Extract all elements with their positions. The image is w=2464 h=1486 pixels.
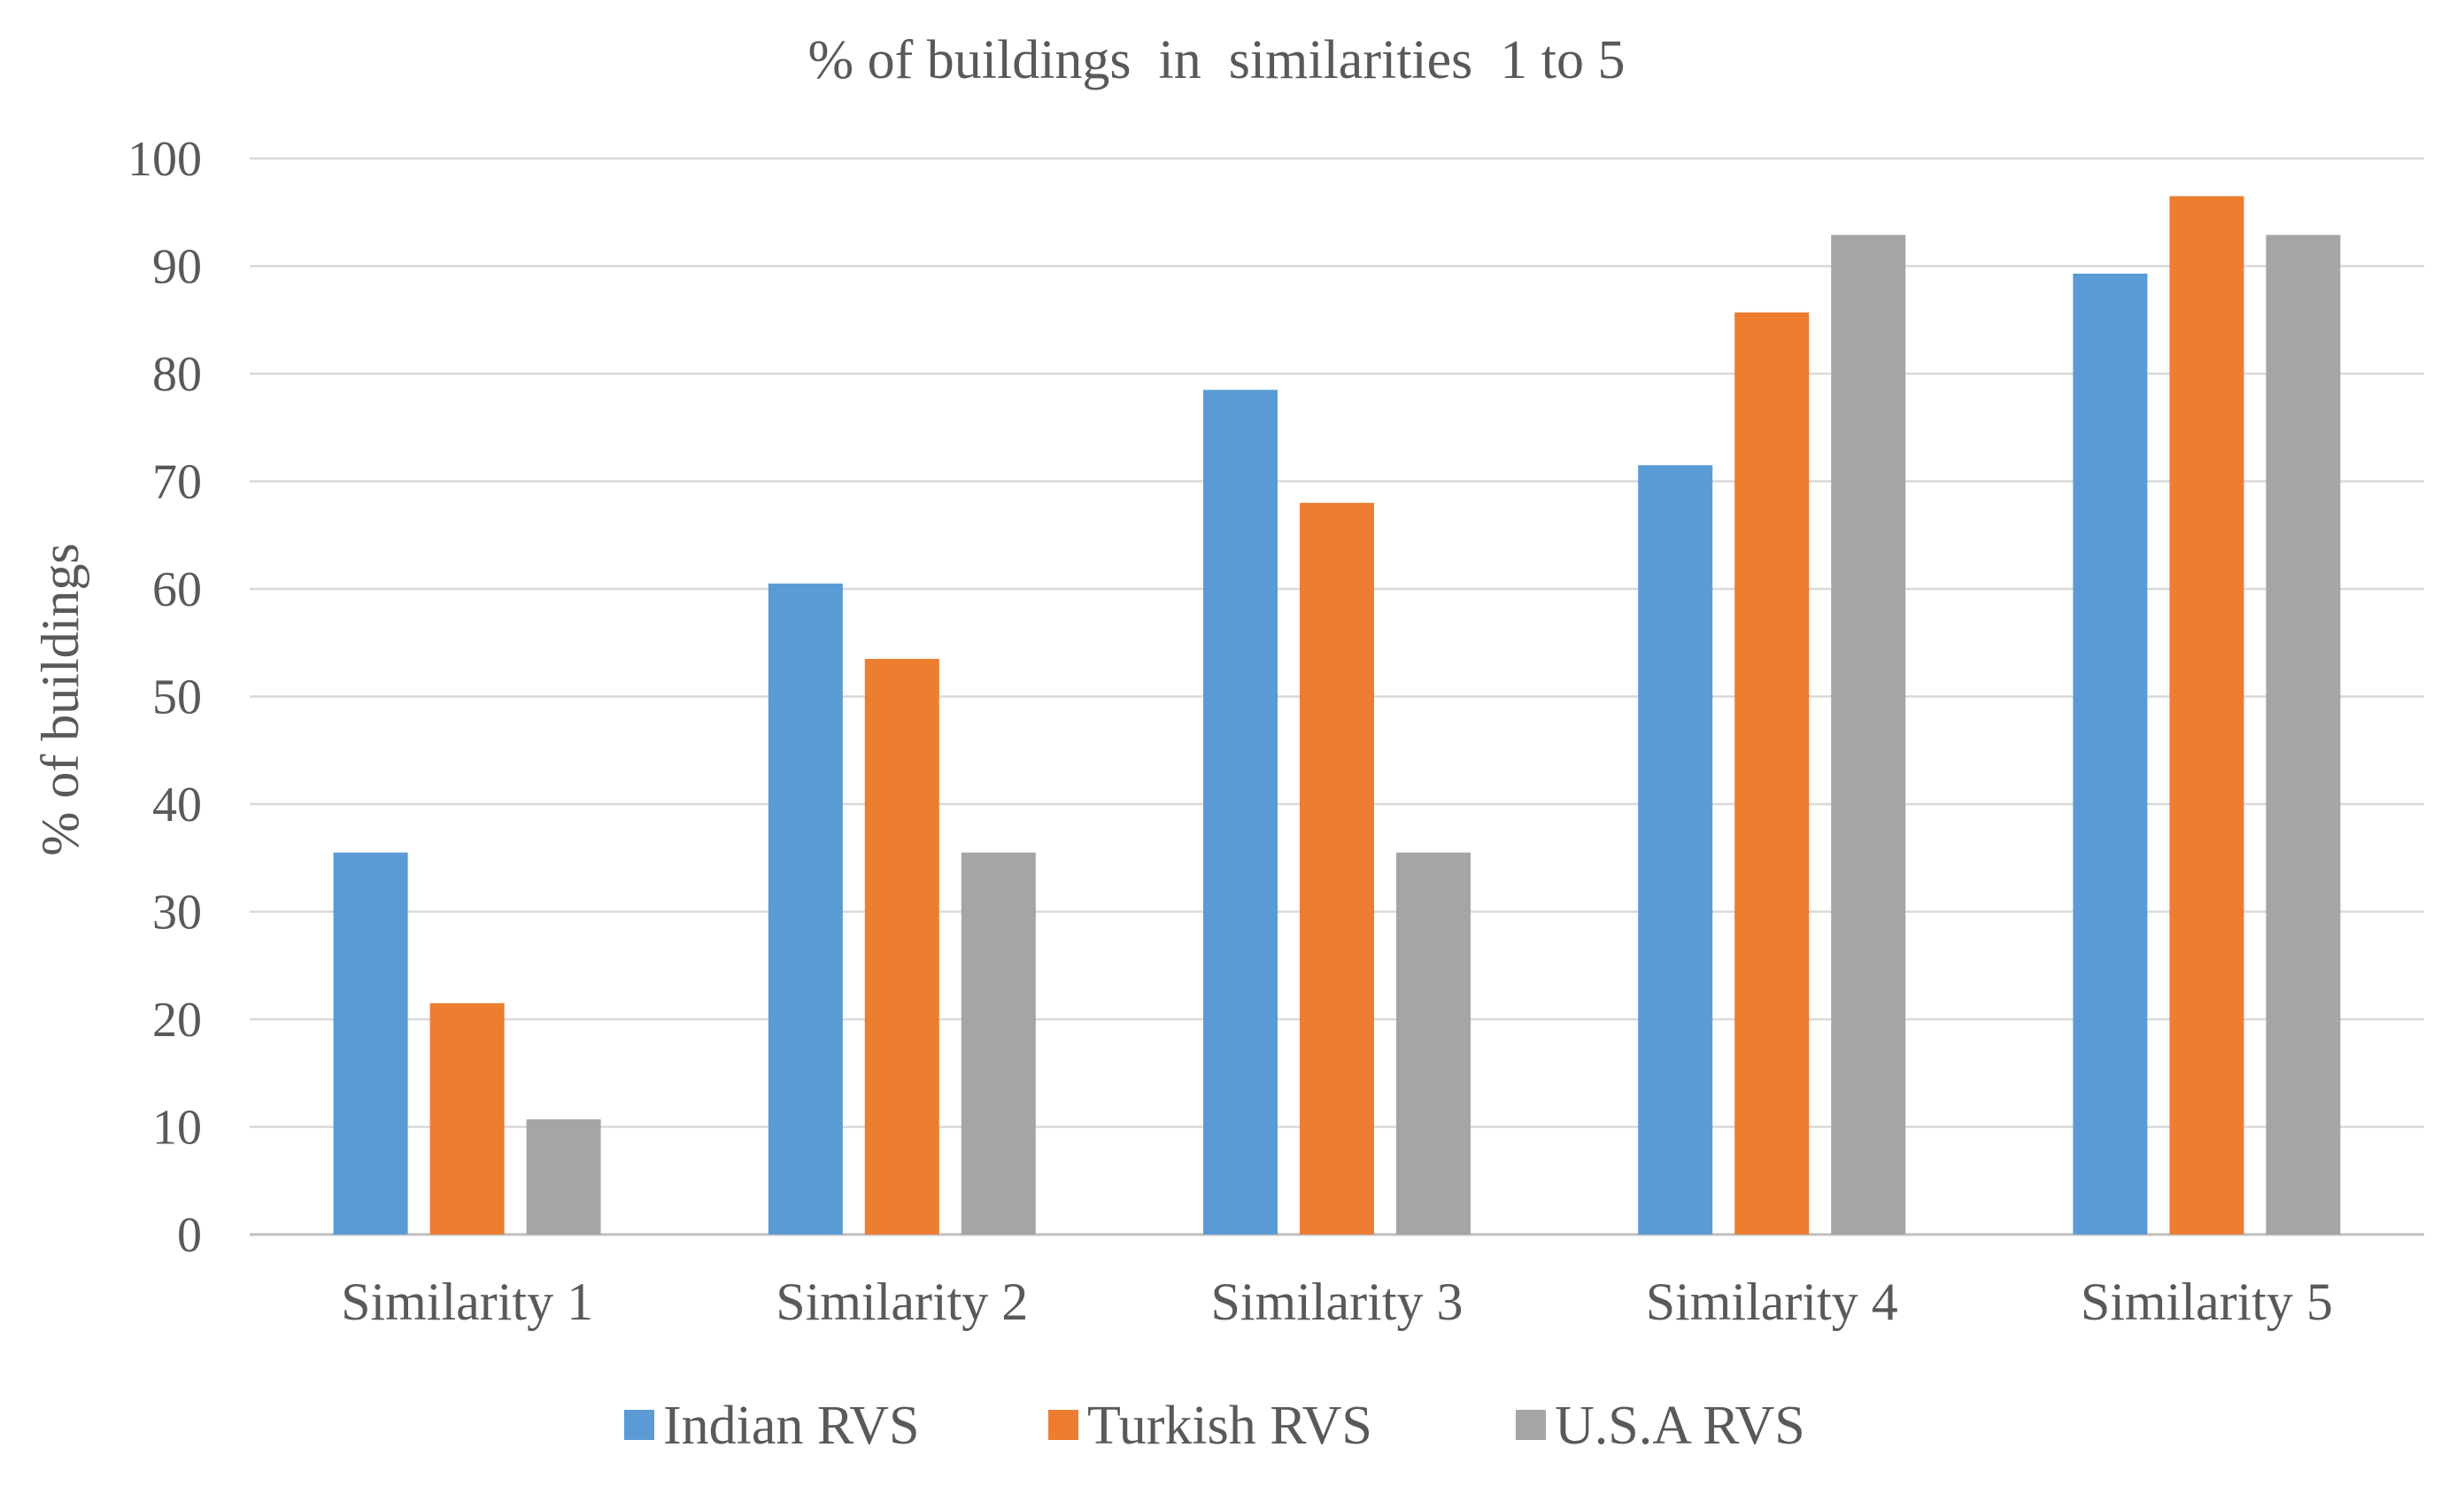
y-tick-label: 100	[127, 132, 202, 187]
bar-indian-rvs	[333, 852, 408, 1234]
legend: Indian RVS Turkish RVS U.S.A RVS	[624, 1396, 1805, 1456]
bar-turkish-rvs	[429, 1002, 505, 1234]
bar-indian-rvs	[1638, 465, 1713, 1234]
y-tick-label: 20	[152, 993, 202, 1048]
y-tick-label: 70	[152, 455, 202, 510]
bar-indian-rvs	[1203, 390, 1278, 1235]
legend-swatch	[624, 1410, 654, 1440]
y-tick-label: 90	[152, 240, 202, 295]
x-category-label: Similarity 3	[1211, 1273, 1464, 1331]
legend-swatch	[1048, 1410, 1078, 1440]
x-category-label: Similarity 2	[776, 1273, 1028, 1331]
y-tick-label: 10	[152, 1101, 202, 1156]
y-tick-label: 50	[152, 670, 202, 725]
bar-indian-rvs	[768, 583, 843, 1234]
bar-turkish-rvs	[2169, 196, 2244, 1234]
bar-turkish-rvs	[1300, 502, 1374, 1234]
legend-label: Turkish RVS	[1087, 1396, 1372, 1456]
y-tick-label: 30	[152, 886, 202, 940]
x-axis-categories: Similarity 1 Similarity 2 Similarity 3 Simi…	[341, 1273, 2333, 1331]
chart-title: % of buildings in similarities 1 to 5	[807, 30, 1625, 90]
y-tick-label: 80	[152, 347, 202, 402]
legend-label: Indian RVS	[663, 1396, 920, 1456]
bars	[333, 196, 2341, 1235]
bar-u-s-a-rvs	[1396, 852, 1471, 1234]
bar-indian-rvs	[2073, 274, 2148, 1234]
bar-u-s-a-rvs	[961, 852, 1036, 1234]
y-axis-label: % of buildings	[31, 543, 89, 855]
bar-u-s-a-rvs	[1831, 235, 1906, 1234]
bar-turkish-rvs	[864, 658, 939, 1234]
x-category-label: Similarity 4	[1646, 1273, 1898, 1331]
bar-u-s-a-rvs	[2266, 235, 2341, 1234]
bar-u-s-a-rvs	[526, 1118, 601, 1234]
x-category-label: Similarity 1	[341, 1273, 593, 1331]
legend-swatch	[1516, 1410, 1546, 1440]
x-category-label: Similarity 5	[2081, 1273, 2333, 1331]
bar-turkish-rvs	[1734, 312, 1810, 1234]
y-tick-label: 60	[152, 562, 202, 617]
legend-label: U.S.A RVS	[1555, 1396, 1805, 1456]
y-tick-label: 40	[152, 778, 202, 832]
y-tick-label: 0	[177, 1208, 202, 1263]
y-axis-ticks: 0 10 20 30 40 50 60 70 80 90 100	[127, 132, 202, 1263]
